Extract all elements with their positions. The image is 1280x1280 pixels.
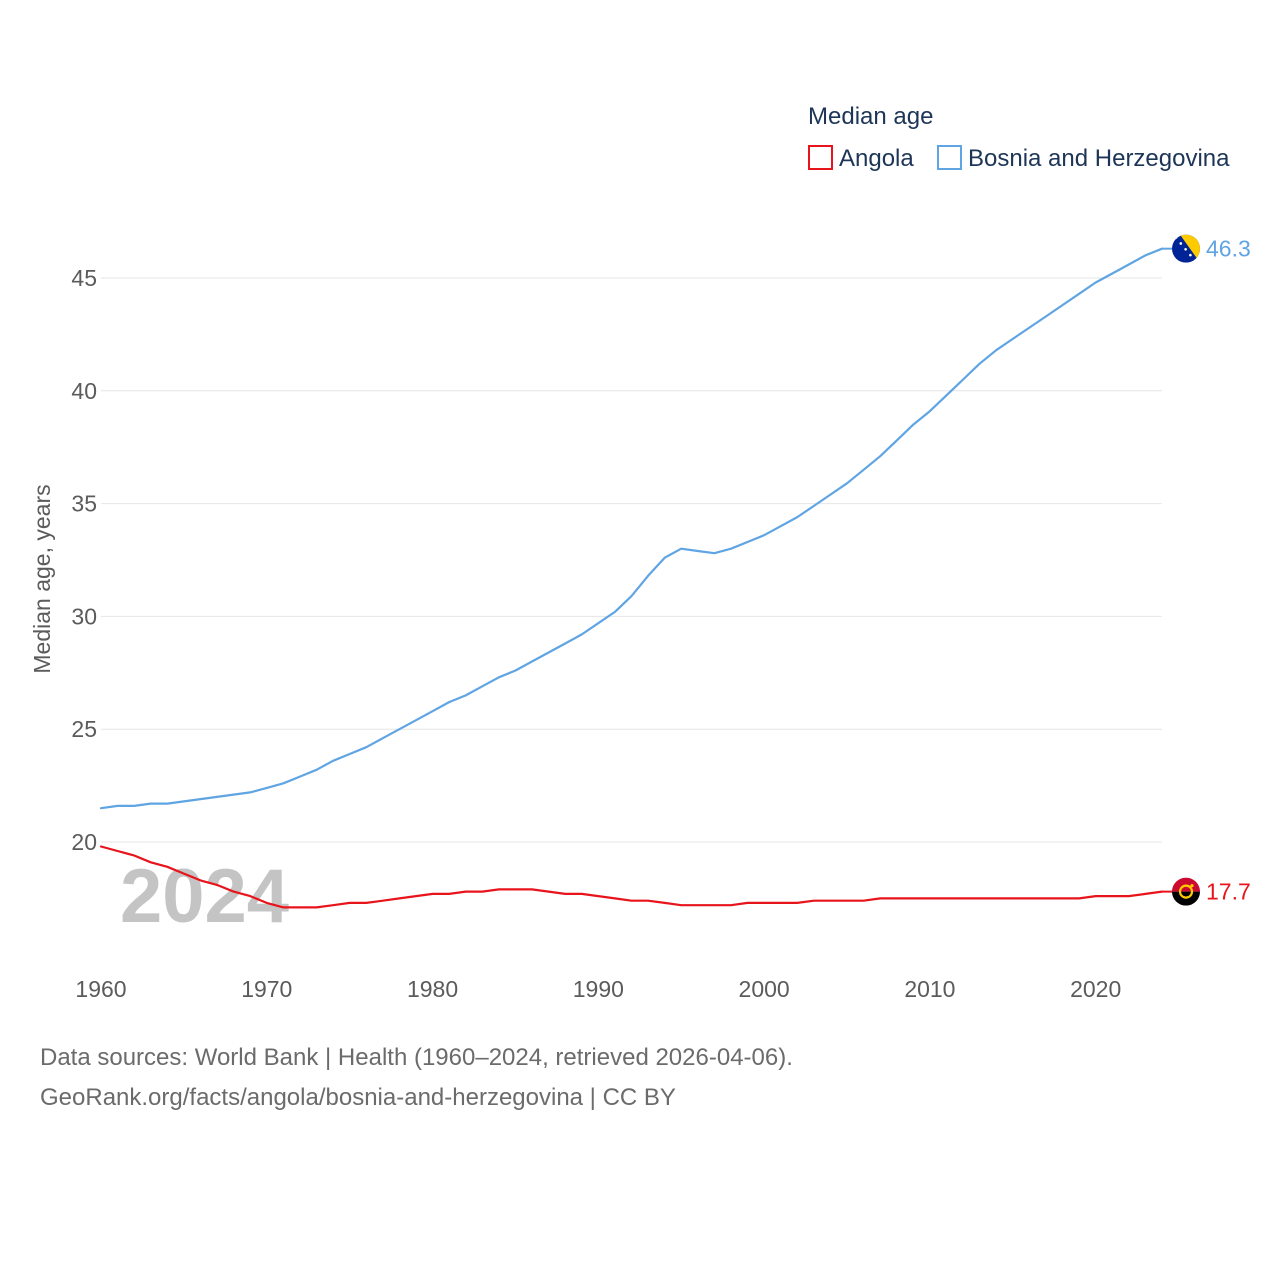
angola-flag-body [1172,877,1200,906]
footer-source-text: Data sources: World Bank | Health (1960–… [40,1044,793,1071]
x-tick-label-2010: 2010 [904,976,955,1002]
bosnia-flag-icon [1172,234,1200,263]
bosnia-flag-star-3 [1184,247,1187,251]
legend-item-bosnia[interactable]: Bosnia and Herzegovina [937,145,1230,172]
legend-title: Median age [808,103,933,130]
series-line-bosnia [99,247,1164,810]
y-axis-label: Median age, years [29,484,55,673]
end-value-label-angola: 17.7 [1206,879,1251,905]
x-tick-label-2000: 2000 [739,976,790,1002]
x-tick-label-1960: 1960 [75,976,126,1002]
legend-label-bosnia: Bosnia and Herzegovina [968,145,1230,172]
x-tick-label-1990: 1990 [573,976,624,1002]
y-tick-label-45: 45 [71,265,97,291]
year-watermark: 2024 [120,854,289,939]
legend-swatch-angola [808,145,833,170]
series-layer [99,247,1164,909]
x-tick-label-1970: 1970 [241,976,292,1002]
angola-flag-icon [1172,877,1200,906]
x-tick-label-1980: 1980 [407,976,458,1002]
y-axis-ticks: 20 25 30 35 40 45 [71,265,97,855]
x-tick-label-2020: 2020 [1070,976,1121,1002]
y-tick-label-35: 35 [71,491,97,517]
bosnia-flag-star-1 [1174,236,1178,239]
grid-layer [101,277,1162,843]
line-chart: 20 25 30 35 40 45 1960 1970 1980 1990 2000 2010 202… [29,103,1251,1002]
legend-label-angola: Angola [839,145,914,172]
series-line-angola [99,845,1164,909]
y-tick-label-20: 20 [71,829,97,855]
x-axis-ticks: 1960 1970 1980 1990 2000 2010 2020 [75,976,1121,1002]
angola-flag-emblem [1178,884,1194,899]
end-value-label-bosnia: 46.3 [1206,236,1251,262]
legend-swatch-bosnia [937,145,962,170]
angola-flag-star [1190,884,1194,888]
legend: Median age Angola Bosnia and Herzegovina [808,103,1230,172]
legend-item-angola[interactable]: Angola [808,145,914,172]
bosnia-flag-body [1172,234,1200,263]
endpoint-layer: 17.7 46.3 [1162,234,1251,906]
bosnia-flag-star-2 [1179,242,1183,245]
bosnia-flag-yellow-triangle [1180,234,1200,263]
y-tick-label-40: 40 [71,378,97,404]
footer-url-text[interactable]: GeoRank.org/facts/angola/bosnia-and-herz… [40,1084,676,1111]
bosnia-flag-star-4 [1189,253,1192,257]
y-tick-label-25: 25 [71,716,97,742]
y-tick-label-30: 30 [71,603,97,629]
bosnia-flag-star-5 [1193,259,1197,263]
